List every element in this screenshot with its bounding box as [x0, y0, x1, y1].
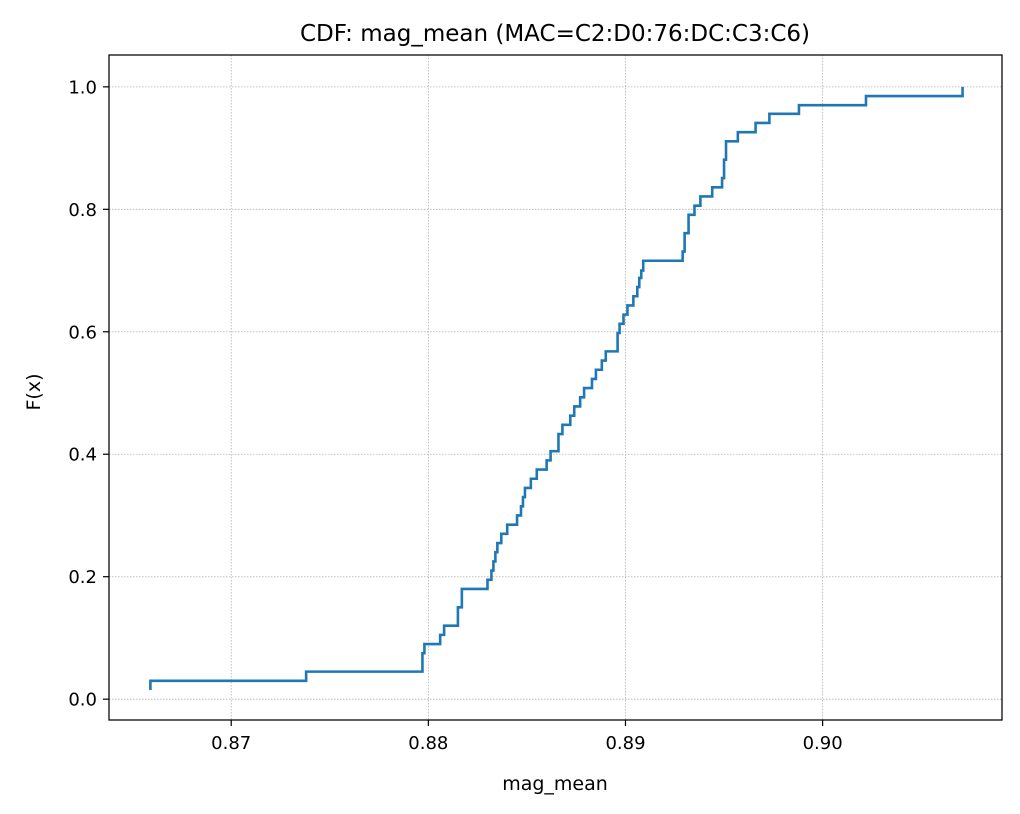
y-tick-label: 0.0 [68, 690, 97, 711]
x-tick-label: 0.87 [211, 733, 251, 754]
y-tick-label: 0.4 [68, 445, 97, 466]
y-axis-title: F(x) [23, 374, 45, 411]
grid-lines [109, 55, 1002, 720]
x-axis-title: mag_mean [502, 773, 608, 795]
cdf-step-line [149, 86, 964, 690]
y-tick-label: 0.8 [68, 200, 97, 221]
x-tick-label: 0.90 [803, 733, 843, 754]
series-layer [149, 86, 964, 690]
axis-ticks: 0.87 0.88 0.89 0.90 0.0 0.2 0.4 0.6 0.8 1.0 [68, 77, 842, 754]
y-tick-label: 0.2 [68, 567, 97, 588]
x-tick-label: 0.88 [408, 733, 448, 754]
chart-title: CDF: mag_mean (MAC=C2:D0:76:DC:C3:C6) [300, 21, 810, 47]
plot-frame [108, 54, 1003, 721]
x-tick-label: 0.89 [605, 733, 645, 754]
y-tick-label: 0.6 [68, 322, 97, 343]
y-tick-label: 1.0 [68, 77, 97, 98]
